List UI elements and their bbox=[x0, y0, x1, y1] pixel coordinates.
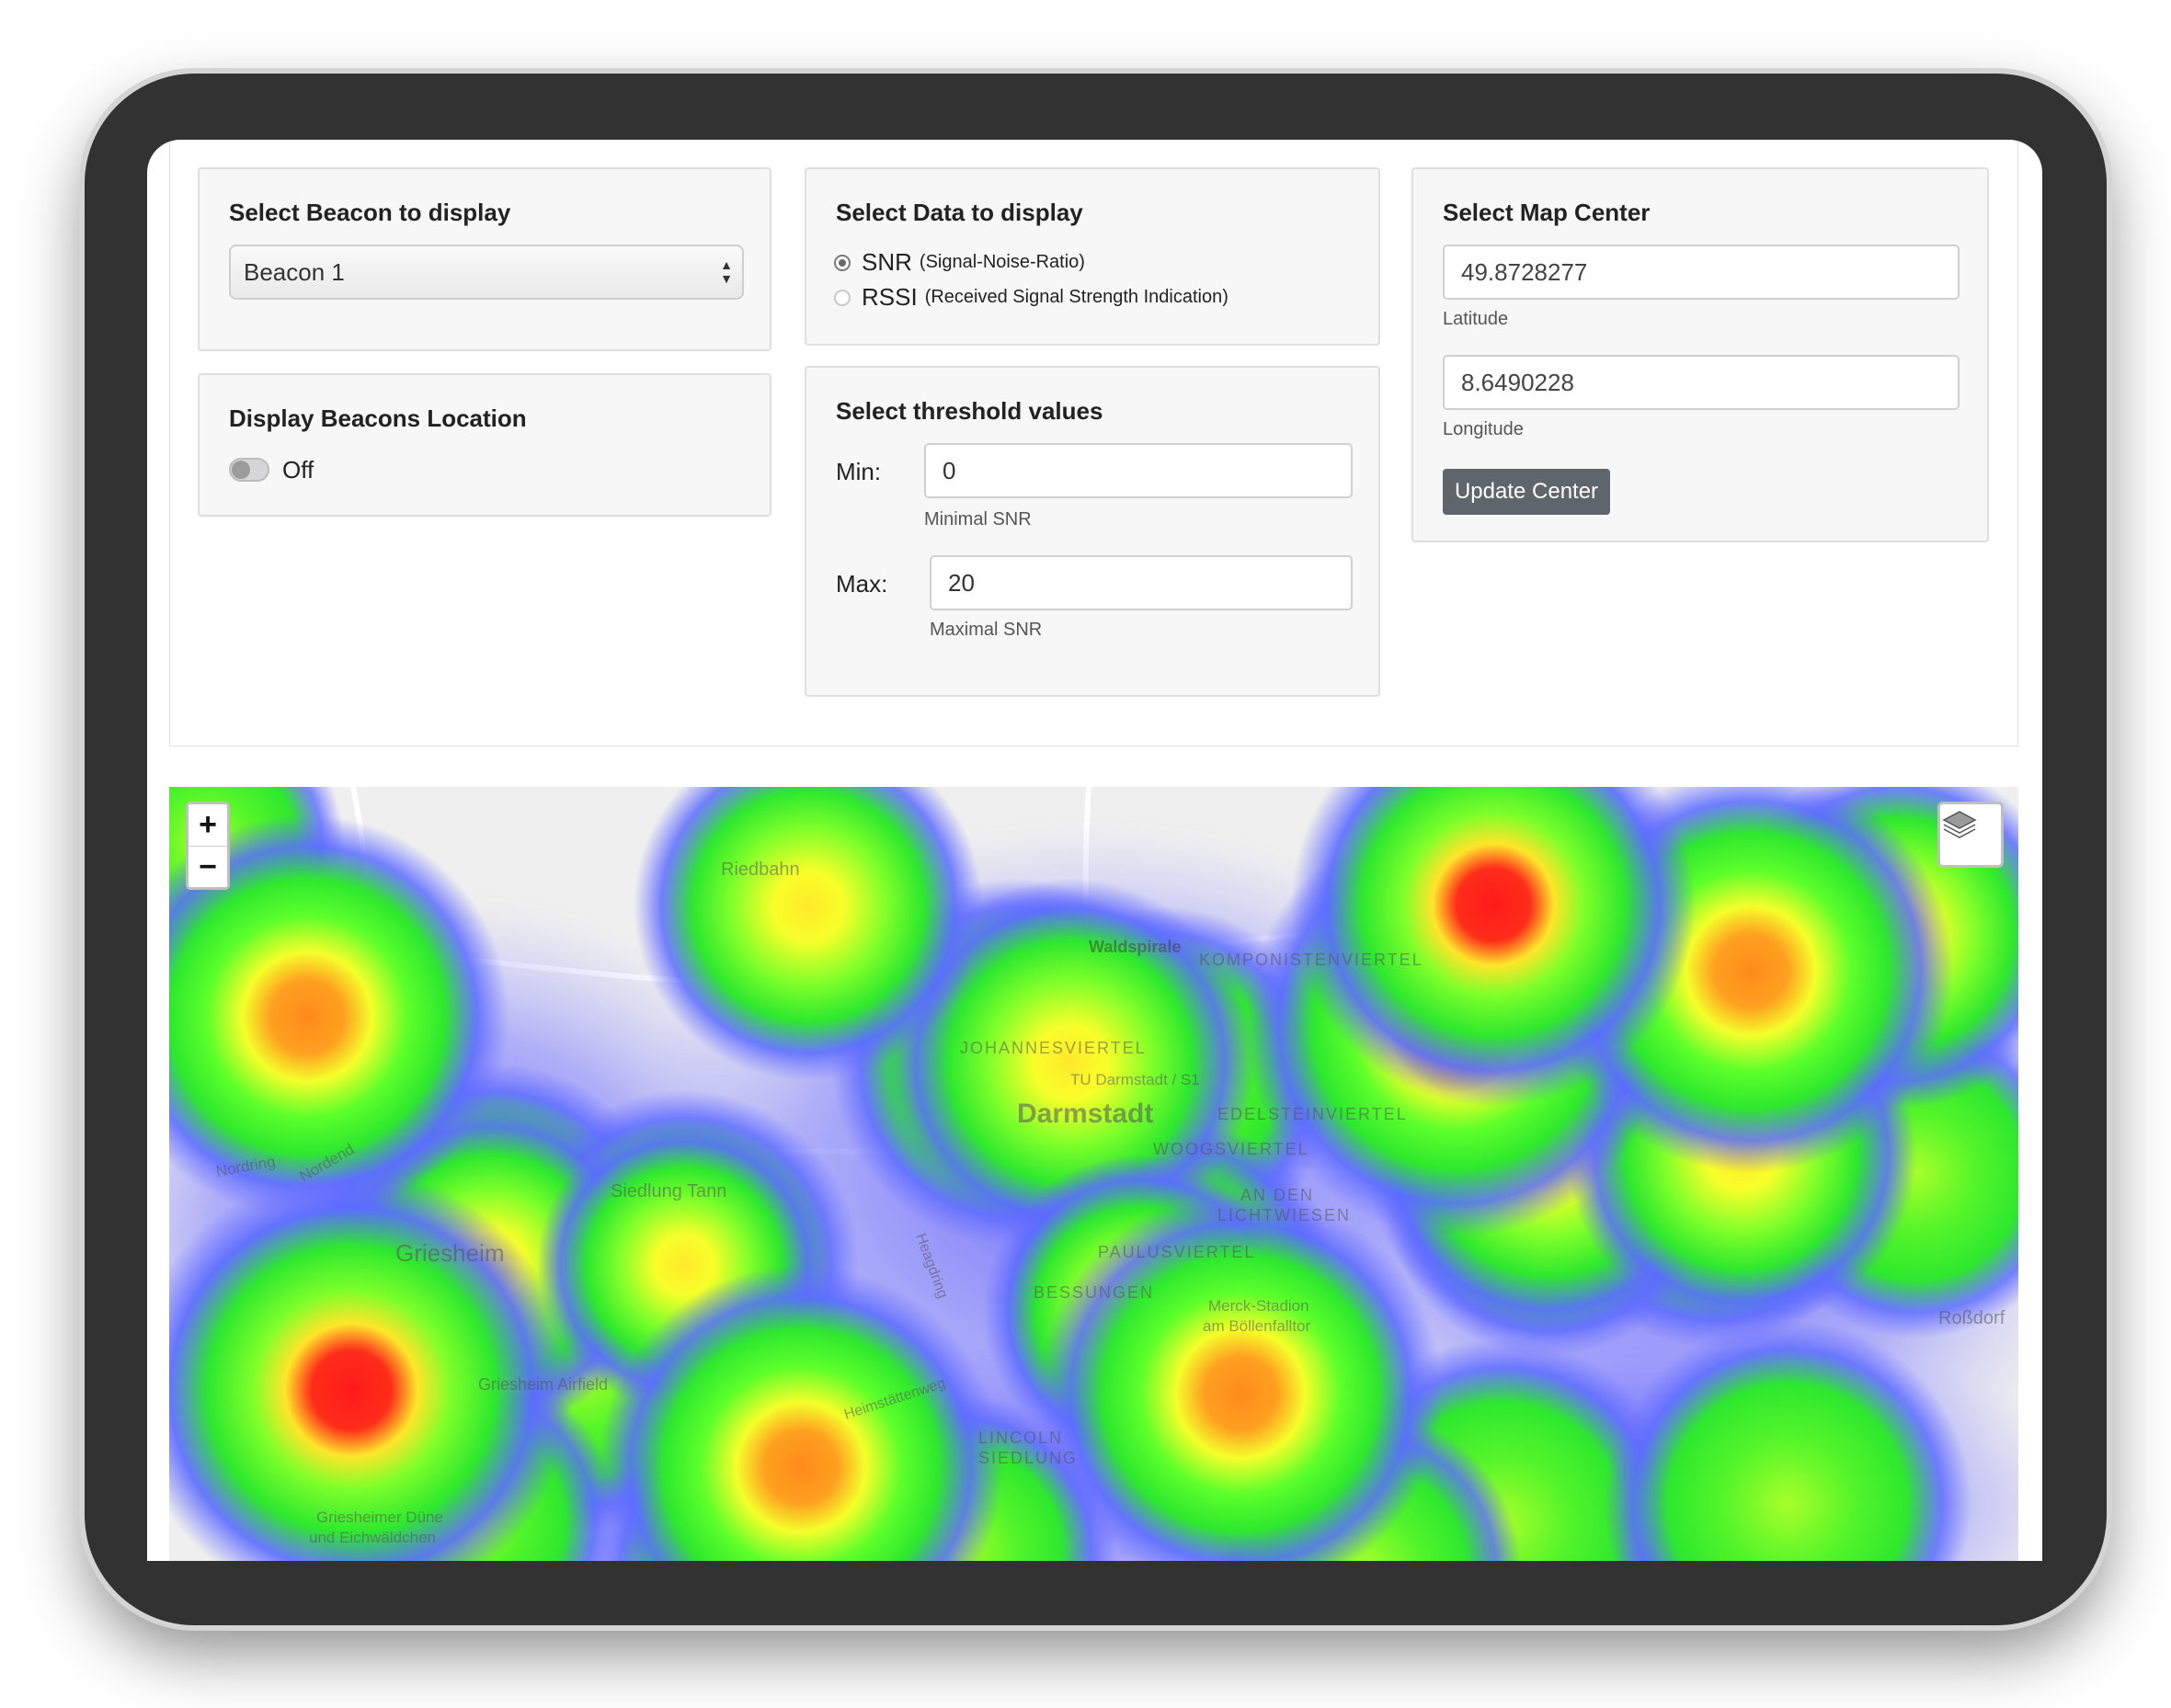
max-hint: Maximal SNR bbox=[930, 620, 1043, 640]
map-label-griesheim-airfield: Griesheim Airfield bbox=[478, 1375, 608, 1394]
min-hint: Minimal SNR bbox=[924, 509, 1032, 529]
layers-icon bbox=[1942, 811, 1977, 838]
radio-rssi[interactable]: RSSI (Received Signal Strength Indicatio… bbox=[834, 283, 1228, 312]
update-center-button[interactable]: Update Center bbox=[1443, 469, 1610, 515]
map-label-paulusviertel: PAULUSVIERTEL bbox=[1098, 1243, 1255, 1261]
map-label-merck-stadion: Merck-Stadion bbox=[1208, 1297, 1309, 1315]
radio-rssi-button[interactable] bbox=[834, 289, 851, 306]
toggle-state-label: Off bbox=[282, 456, 314, 484]
layers-button[interactable] bbox=[1937, 802, 2004, 868]
threshold-panel-title: Select threshold values bbox=[836, 397, 1103, 425]
max-label: Max: bbox=[836, 570, 888, 598]
radio-rssi-label: RSSI bbox=[862, 283, 918, 311]
map-center-panel-title: Select Map Center bbox=[1443, 199, 1651, 226]
map-label-rossdorf: Roßdorf bbox=[1938, 1308, 2005, 1328]
radio-snr-detail: (Signal-Noise-Ratio) bbox=[919, 252, 1085, 272]
controls-card: Select Beacon to display Beacon 1 ▲ ▼ Dis… bbox=[169, 142, 2018, 746]
map-label-komponistenviertel: KOMPONISTENVIERTEL bbox=[1199, 951, 1423, 969]
map-label-lichtwiesen: LICHTWIESEN bbox=[1217, 1206, 1351, 1224]
heatmap-layer: Riedbahn Waldspirale KOMPONISTENVIERTEL … bbox=[169, 787, 2018, 1561]
radio-snr-label: SNR bbox=[862, 248, 912, 276]
min-input[interactable]: 0 bbox=[924, 443, 1353, 498]
map-label-johannesviertel: JOHANNESVIERTEL bbox=[960, 1039, 1147, 1057]
app-screen: Select Beacon to display Beacon 1 ▲ ▼ Dis… bbox=[147, 140, 2042, 1561]
radio-rssi-detail: (Received Signal Strength Indication) bbox=[924, 287, 1228, 307]
zoom-out-button[interactable]: − bbox=[199, 849, 217, 884]
map-label-edelsteinviertel: EDELSTEINVIERTEL bbox=[1217, 1105, 1408, 1123]
threshold-panel: Select threshold values Min: 0 Minimal S… bbox=[805, 366, 1380, 697]
map-label-siedlung-tann: Siedlung Tann bbox=[611, 1181, 726, 1201]
location-panel-title: Display Beacons Location bbox=[229, 404, 527, 432]
max-input[interactable]: 20 bbox=[930, 555, 1353, 610]
map-label-woogsviertel: WOOGSVIERTEL bbox=[1153, 1140, 1309, 1158]
latitude-label: Latitude bbox=[1443, 309, 1509, 329]
beacon-panel: Select Beacon to display Beacon 1 ▲ ▼ bbox=[198, 167, 771, 351]
data-panel-title: Select Data to display bbox=[836, 199, 1083, 226]
beacon-select-value: Beacon 1 bbox=[244, 257, 345, 286]
longitude-label: Longitude bbox=[1443, 419, 1524, 439]
select-arrows-icon: ▲ ▼ bbox=[720, 257, 733, 286]
map-label-darmstadt: Darmstadt bbox=[1017, 1099, 1153, 1129]
latitude-input[interactable]: 49.8728277 bbox=[1443, 245, 1960, 300]
map-label-siedlung: SIEDLUNG bbox=[978, 1449, 1078, 1467]
map-center-panel: Select Map Center 49.8728277 Latitude 8.… bbox=[1411, 167, 1989, 542]
map-label-bessungen: BESSUNGEN bbox=[1034, 1283, 1154, 1302]
beacon-select[interactable]: Beacon 1 ▲ ▼ bbox=[229, 245, 744, 300]
map-label-boellenfalltor: am Böllenfalltor bbox=[1203, 1317, 1311, 1335]
map-label-griesheim: Griesheim bbox=[395, 1239, 504, 1267]
map-label-griesheimer-duene: Griesheimer Düne bbox=[316, 1509, 443, 1526]
map-label-lincoln: LINCOLN bbox=[978, 1429, 1063, 1447]
beacon-panel-title: Select Beacon to display bbox=[229, 199, 511, 226]
zoom-in-button[interactable]: + bbox=[189, 804, 227, 847]
map-label-riedbahn: Riedbahn bbox=[721, 860, 800, 880]
map-label-eichwaeldchen: und Eichwäldchen bbox=[309, 1529, 436, 1546]
radio-snr-button[interactable] bbox=[834, 254, 851, 271]
radio-snr[interactable]: SNR (Signal-Noise-Ratio) bbox=[834, 248, 1085, 277]
longitude-input[interactable]: 8.6490228 bbox=[1443, 355, 1960, 410]
map-label-an-den: AN DEN bbox=[1240, 1186, 1314, 1204]
data-panel: Select Data to display SNR (Signal-Noise… bbox=[805, 167, 1380, 346]
beacons-location-toggle[interactable] bbox=[229, 458, 269, 482]
location-panel: Display Beacons Location Off bbox=[198, 373, 771, 517]
heatmap-map[interactable]: Riedbahn Waldspirale KOMPONISTENVIERTEL … bbox=[169, 787, 2018, 1561]
map-label-tu-darmstadt: TU Darmstadt / S1 bbox=[1070, 1071, 1200, 1088]
zoom-control: + − bbox=[186, 802, 230, 890]
map-label-waldspirale: Waldspirale bbox=[1089, 938, 1181, 956]
min-label: Min: bbox=[836, 458, 882, 485]
